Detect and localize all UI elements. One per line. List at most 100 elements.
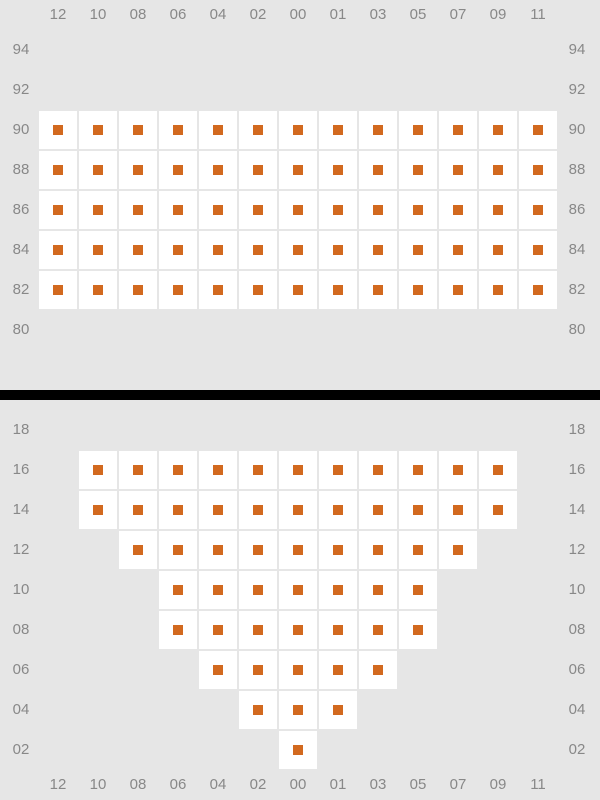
row-label-left: 18 xyxy=(8,421,34,438)
seat-marker xyxy=(373,585,383,595)
col-label-bottom: 00 xyxy=(278,776,318,793)
seat-cell-inactive xyxy=(158,650,198,690)
seat-marker xyxy=(53,245,63,255)
seat-cell-inactive xyxy=(238,310,278,350)
seat-marker xyxy=(93,245,103,255)
seat-cell-inactive xyxy=(398,70,438,110)
col-label-bottom: 07 xyxy=(438,776,478,793)
seat-marker xyxy=(293,285,303,295)
seat-marker xyxy=(213,465,223,475)
seat-cell-inactive xyxy=(78,70,118,110)
col-label-top: 03 xyxy=(358,6,398,23)
seat-marker xyxy=(213,505,223,515)
seat-marker xyxy=(93,465,103,475)
seat-cell-inactive xyxy=(478,650,518,690)
col-label-top: 00 xyxy=(278,6,318,23)
seat-cell-inactive xyxy=(438,570,478,610)
seat-marker xyxy=(213,125,223,135)
seat-marker xyxy=(453,285,463,295)
seat-cell-inactive xyxy=(318,730,358,770)
seat-marker xyxy=(293,505,303,515)
seat-cell-inactive xyxy=(398,30,438,70)
seat-cell-inactive xyxy=(238,410,278,450)
seating-section-bottom: 1210080604020001030507091118181616141412… xyxy=(0,400,600,800)
seat-marker xyxy=(253,285,263,295)
row-label-right: 04 xyxy=(564,701,590,718)
row-label-left: 82 xyxy=(8,281,34,298)
seat-cell-inactive xyxy=(118,570,158,610)
seat-marker xyxy=(173,585,183,595)
seat-marker xyxy=(293,665,303,675)
seat-marker xyxy=(173,205,183,215)
seat-marker xyxy=(493,465,503,475)
seat-cell-inactive xyxy=(438,70,478,110)
seat-marker xyxy=(493,205,503,215)
seat-cell-inactive xyxy=(478,410,518,450)
row-label-left: 92 xyxy=(8,81,34,98)
seat-cell-inactive xyxy=(478,730,518,770)
seat-cell-inactive xyxy=(78,730,118,770)
seat-cell-inactive xyxy=(318,310,358,350)
seat-cell-inactive xyxy=(318,410,358,450)
seat-marker xyxy=(333,705,343,715)
seat-cell-inactive xyxy=(438,310,478,350)
seat-cell-inactive xyxy=(78,690,118,730)
seat-marker xyxy=(413,505,423,515)
seat-marker xyxy=(453,125,463,135)
seat-cell-inactive xyxy=(398,730,438,770)
seat-marker xyxy=(293,125,303,135)
col-label-top: 07 xyxy=(438,6,478,23)
seat-marker xyxy=(373,205,383,215)
seat-cell-inactive xyxy=(38,650,78,690)
col-label-top: 06 xyxy=(158,6,198,23)
row-label-right: 18 xyxy=(564,421,590,438)
seat-marker xyxy=(253,245,263,255)
seat-marker xyxy=(333,465,343,475)
row-label-left: 90 xyxy=(8,121,34,138)
row-label-right: 80 xyxy=(564,321,590,338)
seat-cell-inactive xyxy=(478,310,518,350)
seat-marker xyxy=(133,205,143,215)
row-label-right: 10 xyxy=(564,581,590,598)
row-label-left: 80 xyxy=(8,321,34,338)
seat-marker xyxy=(173,465,183,475)
seat-cell-inactive xyxy=(518,730,558,770)
seat-cell-inactive xyxy=(198,730,238,770)
seat-cell-inactive xyxy=(518,650,558,690)
seat-marker xyxy=(333,125,343,135)
seat-marker xyxy=(493,125,503,135)
seat-cell-inactive xyxy=(198,30,238,70)
seat-marker xyxy=(253,625,263,635)
seat-marker xyxy=(293,165,303,175)
seat-marker xyxy=(293,205,303,215)
row-label-left: 86 xyxy=(8,201,34,218)
row-label-left: 16 xyxy=(8,461,34,478)
seat-cell-inactive xyxy=(358,30,398,70)
row-label-right: 86 xyxy=(564,201,590,218)
seat-cell-inactive xyxy=(38,490,78,530)
seat-marker xyxy=(253,545,263,555)
seat-marker xyxy=(373,165,383,175)
seat-marker xyxy=(253,585,263,595)
seat-cell-inactive xyxy=(278,70,318,110)
seat-marker xyxy=(413,545,423,555)
seat-marker xyxy=(53,205,63,215)
seat-marker xyxy=(453,465,463,475)
seat-cell-inactive xyxy=(38,310,78,350)
seat-marker xyxy=(93,165,103,175)
seat-cell-inactive xyxy=(118,410,158,450)
seat-cell-inactive xyxy=(78,530,118,570)
seat-marker xyxy=(213,665,223,675)
seat-cell-inactive xyxy=(438,690,478,730)
seat-marker xyxy=(413,625,423,635)
row-label-right: 06 xyxy=(564,661,590,678)
seat-marker xyxy=(333,205,343,215)
row-label-left: 10 xyxy=(8,581,34,598)
seat-marker xyxy=(253,125,263,135)
seat-marker xyxy=(333,165,343,175)
seat-cell-inactive xyxy=(358,310,398,350)
seat-marker xyxy=(293,245,303,255)
seat-marker xyxy=(453,545,463,555)
seat-marker xyxy=(413,205,423,215)
seat-marker xyxy=(173,245,183,255)
